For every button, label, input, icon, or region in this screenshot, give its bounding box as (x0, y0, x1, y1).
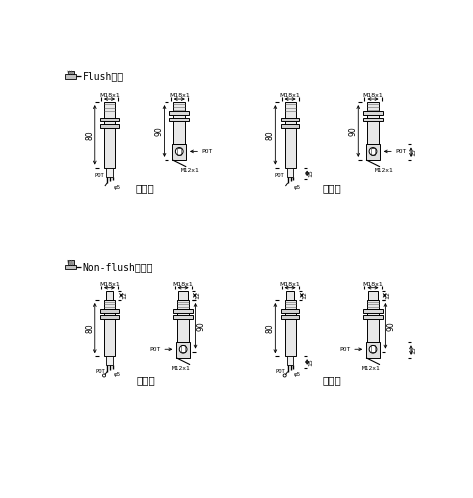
Text: 塑料壳: 塑料壳 (322, 183, 341, 193)
Bar (104, 102, 115, 167)
Bar (281, 315, 299, 319)
Text: M18x1: M18x1 (363, 282, 384, 287)
Text: 15: 15 (308, 169, 313, 177)
Bar (281, 124, 299, 127)
Circle shape (179, 346, 187, 353)
Text: POT: POT (395, 149, 407, 154)
Text: M18x1: M18x1 (99, 93, 120, 98)
Text: 80: 80 (265, 130, 274, 139)
Bar (363, 309, 383, 313)
Text: POT: POT (201, 149, 213, 154)
Text: ⓘ: ⓘ (177, 147, 182, 156)
Text: M18x1: M18x1 (99, 282, 120, 287)
Text: Non-flush非齐平: Non-flush非齐平 (82, 262, 153, 272)
Text: φ5: φ5 (294, 184, 301, 190)
Text: M18x1: M18x1 (173, 282, 193, 287)
Text: POT: POT (95, 369, 105, 374)
Bar (65, 74, 76, 79)
Text: M12x1: M12x1 (375, 168, 394, 173)
Text: 90: 90 (196, 321, 205, 331)
Text: 15: 15 (412, 346, 417, 354)
Bar (65, 264, 76, 269)
Bar (100, 315, 119, 319)
Text: 塑料壳: 塑料壳 (322, 375, 341, 385)
Text: POT: POT (149, 347, 161, 352)
Bar (100, 118, 119, 122)
Bar (173, 315, 193, 319)
Text: ⓘ: ⓘ (370, 345, 376, 354)
Text: M18x1: M18x1 (169, 93, 190, 98)
Text: M18x1: M18x1 (363, 93, 384, 98)
Bar (178, 291, 188, 300)
Text: φ5: φ5 (114, 373, 121, 377)
Text: 90: 90 (386, 321, 395, 331)
Text: M12x1: M12x1 (362, 366, 381, 371)
Text: 金属壳: 金属壳 (135, 183, 154, 193)
Bar (366, 144, 380, 160)
Text: POT: POT (276, 369, 285, 374)
Bar (285, 102, 296, 167)
Text: POT: POT (94, 173, 104, 178)
Text: 90: 90 (349, 126, 358, 136)
Text: M12x1: M12x1 (181, 168, 200, 173)
Text: 12: 12 (302, 291, 307, 299)
Bar (100, 124, 119, 127)
Text: 15: 15 (308, 358, 313, 366)
Text: 12: 12 (195, 291, 201, 299)
Text: POT: POT (275, 173, 285, 178)
Text: 80: 80 (85, 130, 94, 139)
Bar (106, 356, 113, 366)
Bar (363, 112, 383, 115)
Bar (177, 300, 189, 342)
Text: M12x1: M12x1 (172, 366, 191, 371)
Bar (104, 300, 115, 356)
Text: φ5: φ5 (294, 373, 301, 377)
Text: 金属壳: 金属壳 (137, 375, 156, 385)
Text: 12: 12 (385, 291, 390, 299)
Text: φ5: φ5 (114, 184, 121, 190)
Bar (281, 118, 299, 122)
Bar (367, 300, 379, 342)
Bar (176, 342, 190, 358)
Text: 12: 12 (122, 291, 127, 299)
Circle shape (175, 147, 183, 155)
Text: ⓘ: ⓘ (370, 147, 376, 156)
Bar (68, 260, 74, 265)
Bar (100, 309, 119, 313)
Text: M18x1: M18x1 (280, 93, 300, 98)
Text: M18x1: M18x1 (280, 282, 300, 287)
Text: 80: 80 (85, 323, 94, 333)
Text: 80: 80 (265, 323, 274, 333)
Bar (363, 118, 383, 122)
Bar (169, 118, 189, 122)
Bar (367, 102, 379, 144)
Bar (173, 102, 185, 144)
Bar (173, 309, 193, 313)
Bar (68, 71, 74, 74)
Bar (106, 167, 113, 177)
Bar (172, 144, 186, 160)
Text: Flush齐平: Flush齐平 (82, 71, 123, 81)
Text: 90: 90 (155, 126, 164, 136)
Bar (287, 167, 293, 177)
Bar (287, 356, 293, 366)
Circle shape (369, 147, 377, 155)
Bar (368, 291, 377, 300)
Bar (363, 315, 383, 319)
Text: ⓘ: ⓘ (181, 345, 185, 354)
Bar (281, 309, 299, 313)
Text: 15: 15 (412, 148, 417, 156)
Bar (105, 291, 114, 300)
Text: POT: POT (339, 347, 350, 352)
Bar (366, 342, 380, 358)
Bar (286, 291, 294, 300)
Circle shape (369, 346, 377, 353)
Bar (285, 300, 296, 356)
Bar (169, 112, 189, 115)
